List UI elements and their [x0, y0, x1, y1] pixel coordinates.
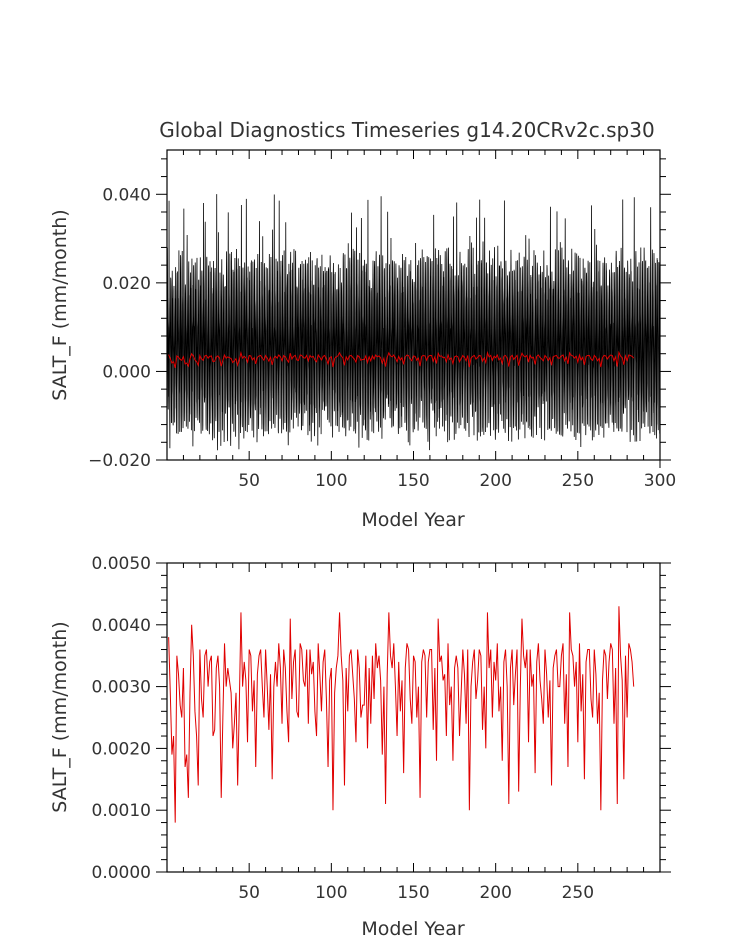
- x-tick-label: 150: [397, 883, 429, 903]
- series-line-1: [168, 350, 635, 369]
- x-tick-label: 300: [644, 471, 676, 491]
- y-tick-label: 0.0040: [92, 616, 151, 636]
- x-tick-label: 200: [479, 471, 511, 491]
- x-tick-label: 100: [315, 883, 347, 903]
- y-tick-label: 0.000: [102, 362, 151, 382]
- x-tick-label: 100: [315, 471, 347, 491]
- bottom-chart: 50 100 150 200 250 0.0000 0.0010 0.0020 0.0030 0.…: [49, 554, 671, 940]
- y-tick-label: 0.0050: [92, 554, 151, 574]
- bottom-axes: 50 100 150 200 250 0.0000 0.0010 0.0020 0.0030 0.…: [92, 554, 671, 903]
- x-tick-label: 250: [562, 883, 594, 903]
- top-axes: 50 100 150 200 250 300 −0.020 0.000 0.020 0.040: [88, 149, 676, 491]
- chart-title: Global Diagnostics Timeseries g14.20CRv2…: [159, 118, 654, 142]
- top-y-axis-label: SALT_F (mm/month): [49, 209, 71, 400]
- x-tick-label: 250: [562, 471, 594, 491]
- y-tick-label: 0.0030: [92, 678, 151, 698]
- bottom-y-axis-label: SALT_F (mm/month): [49, 621, 71, 812]
- bottom-x-axis-label: Model Year: [361, 918, 465, 940]
- top-chart: Global Diagnostics Timeseries g14.20CRv2…: [49, 118, 676, 531]
- y-tick-label: 0.0010: [92, 801, 151, 821]
- y-tick-label: −0.020: [88, 451, 151, 471]
- top-plot-area: [167, 194, 660, 451]
- x-tick-label: 150: [397, 471, 429, 491]
- bottom-plot-area: [168, 606, 635, 823]
- y-tick-label: 0.020: [102, 274, 151, 294]
- x-tick-label: 50: [238, 883, 260, 903]
- y-tick-label: 0.040: [102, 185, 151, 205]
- y-tick-label: 0.0000: [92, 863, 151, 883]
- top-x-axis-label: Model Year: [361, 509, 465, 531]
- y-tick-label: 0.0020: [92, 739, 151, 759]
- series-line-0: [168, 606, 635, 823]
- series-line-0: [167, 194, 660, 451]
- x-tick-label: 200: [479, 883, 511, 903]
- x-tick-label: 50: [238, 471, 260, 491]
